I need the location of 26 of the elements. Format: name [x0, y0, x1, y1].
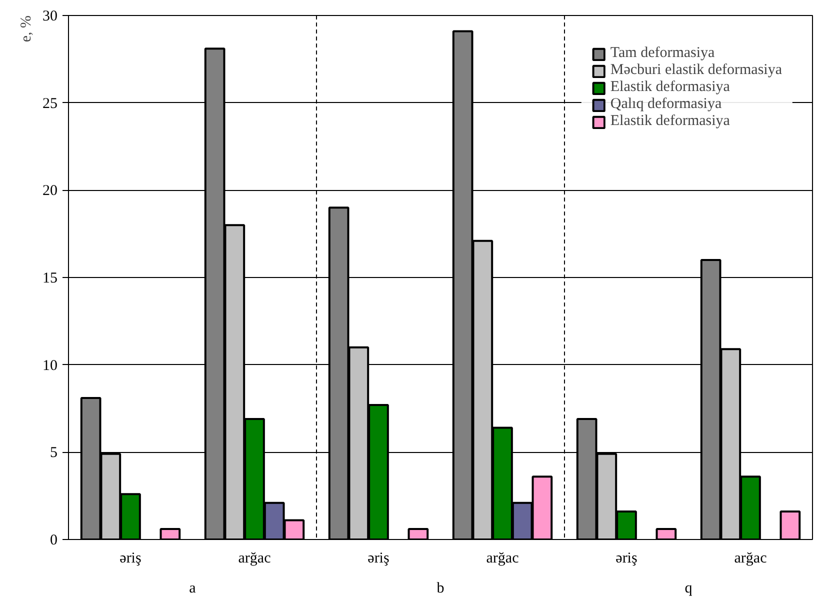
- y-axis-title: e, %: [18, 15, 34, 42]
- legend-label: Qalıq deformasiya: [610, 96, 722, 113]
- x-tick-label: əriş: [616, 550, 638, 566]
- legend-label: Tam deformasiya: [610, 45, 715, 62]
- text: a: [189, 580, 196, 596]
- x-tick-label: əriş: [120, 550, 142, 566]
- bar: [408, 528, 429, 540]
- y-tick-label: 5: [50, 445, 58, 462]
- x-tick-label: arğac: [486, 550, 520, 566]
- bar: [656, 528, 677, 540]
- x-tick-label: əriş: [368, 550, 390, 566]
- y-tick-label: 15: [42, 270, 58, 286]
- text: q: [684, 580, 693, 596]
- y-tick-label: 10: [42, 358, 58, 374]
- x-tick-label: arğac: [238, 550, 272, 566]
- bar: [780, 510, 801, 540]
- x-tick-label: arğac: [734, 550, 768, 566]
- y-tick-label: 25: [42, 96, 58, 112]
- y-tick-label: 20: [42, 183, 58, 200]
- legend-label: Elastik deformasiya: [610, 79, 730, 96]
- bar: [160, 528, 181, 540]
- text: b: [436, 580, 444, 596]
- y-tick-label: 0: [50, 532, 58, 548]
- legend-label: Məcburi elastik deformasiya: [610, 62, 782, 79]
- legend-label: Elastik deformasiya: [610, 113, 730, 130]
- y-tick-label: 30: [42, 8, 58, 24]
